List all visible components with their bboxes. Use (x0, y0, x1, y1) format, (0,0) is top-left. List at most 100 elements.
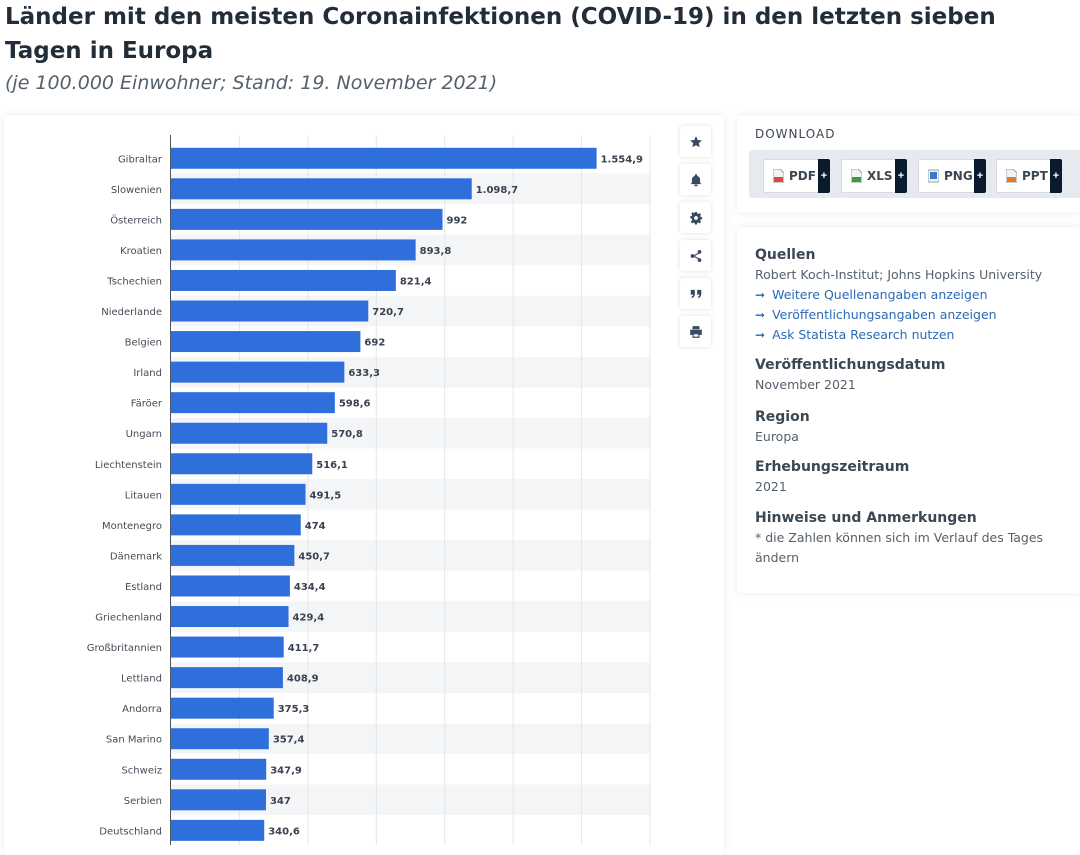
category-label: Griechenland (95, 613, 162, 624)
download-panel: DOWNLOAD PDF + XLS + PNG + PPT + (737, 116, 1080, 212)
value-label: 491,5 (310, 490, 342, 501)
notes-text: * die Zahlen können sich im Verlauf des … (755, 530, 1044, 565)
bar[interactable] (171, 422, 328, 444)
bar[interactable] (171, 392, 335, 414)
download-buttons: PDF + XLS + PNG + PPT + (749, 150, 1080, 198)
bar[interactable] (171, 758, 267, 780)
publication-info-label: Veröffentlichungsangaben anzeigen (772, 307, 997, 322)
category-label: Tschechien (106, 276, 162, 287)
printer-icon (689, 325, 702, 338)
value-label: 633,3 (348, 368, 380, 379)
category-label: Kroatien (120, 246, 162, 257)
download-pdf-button[interactable]: PDF + (763, 159, 830, 193)
bar[interactable] (171, 728, 269, 750)
download-xls-button[interactable]: XLS + (841, 159, 907, 193)
value-label: 1.554,9 (601, 154, 643, 165)
plus-icon: + (895, 159, 907, 193)
download-xls-label: XLS (867, 169, 893, 183)
page-subtitle: (je 100.000 Einwohner; Stand: 19. Novemb… (5, 72, 498, 94)
more-sources-label: Weitere Quellenangaben anzeigen (772, 287, 988, 302)
notification-button[interactable] (680, 164, 711, 195)
download-label: DOWNLOAD (755, 127, 836, 141)
bar[interactable] (171, 544, 295, 566)
category-label: Irland (133, 368, 162, 379)
download-pdf-label: PDF (789, 169, 816, 183)
bar[interactable] (171, 300, 369, 322)
bar[interactable] (171, 178, 472, 200)
category-label: Liechtenstein (95, 460, 162, 471)
value-label: 375,3 (278, 704, 310, 715)
arrow-right-icon: ➞ (755, 287, 766, 302)
category-label: Deutschland (99, 826, 162, 837)
category-label: Andorra (122, 704, 162, 715)
value-label: 893,8 (420, 246, 452, 257)
bar[interactable] (171, 575, 290, 597)
bar[interactable] (171, 239, 416, 261)
bar[interactable] (171, 147, 597, 169)
plus-icon: + (1050, 159, 1062, 193)
download-png-button[interactable]: PNG + (918, 159, 986, 193)
bar[interactable] (171, 483, 306, 505)
value-label: 474 (305, 521, 326, 532)
category-label: Slowenien (111, 185, 162, 196)
bar[interactable] (171, 331, 361, 353)
favorite-button[interactable] (680, 126, 711, 157)
category-label: Dänemark (110, 551, 162, 562)
value-label: 720,7 (372, 307, 404, 318)
category-label: Montenegro (102, 521, 162, 532)
chart-toolbar (680, 126, 712, 347)
pdf-file-icon (773, 169, 784, 183)
bar[interactable] (171, 269, 396, 291)
bar-chart: Gibraltar 1.554,9 Slowenien 1.098,7 Österrei… (87, 135, 651, 845)
settings-button[interactable] (680, 202, 711, 233)
survey-period-heading: Erhebungszeitraum (755, 459, 910, 475)
plus-icon: + (974, 159, 986, 193)
value-label: 516,1 (316, 460, 348, 471)
bar[interactable] (171, 514, 301, 536)
value-label: 692 (364, 338, 385, 349)
more-sources-link[interactable]: ➞ Weitere Quellenangaben anzeigen (755, 287, 988, 302)
share-icon (690, 249, 701, 262)
category-label: Großbritannien (87, 643, 162, 654)
bar[interactable] (171, 208, 443, 230)
value-label: 411,7 (288, 643, 320, 654)
survey-period-value: 2021 (755, 479, 787, 494)
bar[interactable] (171, 606, 289, 628)
value-label: 821,4 (400, 276, 432, 287)
value-label: 434,4 (294, 582, 326, 593)
publication-date-value: November 2021 (755, 377, 856, 392)
download-ppt-button[interactable]: PPT + (996, 159, 1062, 193)
value-label: 1.098,7 (476, 185, 518, 196)
ask-research-link[interactable]: ➞ Ask Statista Research nutzen (755, 327, 954, 342)
publication-info-link[interactable]: ➞ Veröffentlichungsangaben anzeigen (755, 307, 997, 322)
category-label: Litauen (125, 490, 162, 501)
download-ppt-label: PPT (1022, 169, 1048, 183)
category-label: Serbien (124, 796, 162, 807)
value-label: 450,7 (298, 551, 330, 562)
share-button[interactable] (680, 240, 711, 271)
region-heading: Region (755, 409, 810, 425)
sources-text: Robert Koch-Institut; Johns Hopkins Univ… (755, 267, 1043, 282)
quote-icon (690, 289, 701, 298)
value-label: 347,9 (270, 765, 302, 776)
bar[interactable] (171, 819, 265, 841)
value-label: 340,6 (268, 826, 300, 837)
bar[interactable] (171, 789, 266, 811)
category-label: Schweiz (121, 765, 162, 776)
arrow-right-icon: ➞ (755, 307, 766, 322)
cite-button[interactable] (680, 278, 711, 309)
bar[interactable] (171, 453, 313, 475)
bar[interactable] (171, 697, 274, 719)
bar[interactable] (171, 361, 345, 383)
bar[interactable] (171, 667, 283, 689)
category-label: Ungarn (126, 429, 162, 440)
png-file-icon (928, 169, 939, 183)
bell-icon (690, 173, 701, 186)
category-label: Niederlande (101, 307, 162, 318)
plus-icon: + (818, 159, 830, 193)
value-label: 357,4 (273, 735, 305, 746)
bar[interactable] (171, 636, 284, 658)
star-icon (689, 135, 702, 147)
print-button[interactable] (680, 316, 711, 347)
value-label: 992 (447, 215, 468, 226)
